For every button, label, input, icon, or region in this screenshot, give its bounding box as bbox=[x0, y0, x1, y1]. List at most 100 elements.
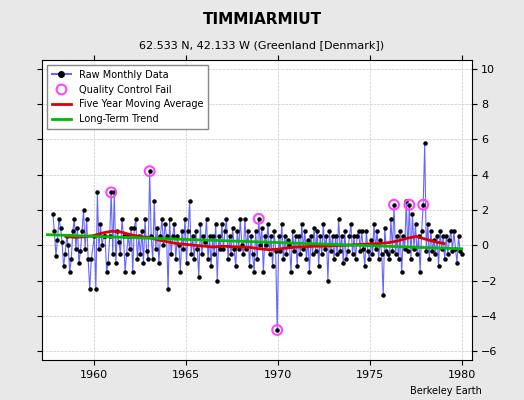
Point bbox=[385, 256, 394, 263]
Point bbox=[428, 247, 436, 254]
Point bbox=[221, 228, 229, 234]
Point bbox=[50, 228, 59, 234]
Point bbox=[301, 228, 309, 234]
Point bbox=[239, 251, 247, 257]
Point bbox=[384, 251, 392, 257]
Point bbox=[98, 242, 106, 248]
Point bbox=[199, 233, 208, 240]
Point bbox=[194, 274, 203, 280]
Point bbox=[370, 221, 378, 227]
Point bbox=[321, 246, 329, 252]
Point bbox=[373, 228, 381, 234]
Point bbox=[212, 221, 220, 227]
Point bbox=[427, 228, 435, 234]
Point bbox=[248, 251, 257, 257]
Point bbox=[316, 233, 324, 240]
Point bbox=[169, 233, 177, 240]
Point bbox=[304, 237, 312, 243]
Point bbox=[333, 251, 341, 257]
Point bbox=[55, 216, 63, 222]
Point bbox=[327, 247, 335, 254]
Point bbox=[159, 242, 168, 248]
Point bbox=[344, 247, 352, 254]
Point bbox=[284, 237, 292, 243]
Point bbox=[259, 268, 268, 275]
Point bbox=[95, 246, 103, 252]
Point bbox=[377, 251, 386, 257]
Point bbox=[361, 263, 369, 270]
Point bbox=[82, 216, 91, 222]
Point bbox=[322, 233, 331, 240]
Point bbox=[138, 228, 146, 234]
Point bbox=[72, 246, 80, 252]
Point bbox=[405, 202, 413, 208]
Point bbox=[310, 224, 318, 231]
Point bbox=[107, 189, 115, 196]
Point bbox=[273, 327, 281, 333]
Point bbox=[352, 256, 360, 263]
Point bbox=[205, 233, 214, 240]
Point bbox=[276, 247, 285, 254]
Point bbox=[445, 237, 453, 243]
Point bbox=[185, 198, 194, 204]
Point bbox=[135, 233, 143, 240]
Point bbox=[311, 247, 320, 254]
Point bbox=[167, 251, 176, 257]
Point bbox=[184, 228, 192, 234]
Point bbox=[52, 253, 60, 259]
Point bbox=[56, 224, 64, 231]
Text: 62.533 N, 42.133 W (Greenland [Denmark]): 62.533 N, 42.133 W (Greenland [Denmark]) bbox=[139, 40, 385, 50]
Point bbox=[146, 168, 154, 174]
Point bbox=[224, 256, 232, 263]
Point bbox=[252, 228, 260, 234]
Point bbox=[236, 216, 245, 222]
Point bbox=[390, 202, 398, 208]
Point bbox=[456, 247, 464, 254]
Point bbox=[331, 233, 340, 240]
Point bbox=[66, 268, 74, 275]
Point bbox=[423, 221, 432, 227]
Point bbox=[324, 277, 332, 284]
Point bbox=[67, 256, 75, 263]
Point bbox=[451, 246, 460, 252]
Point bbox=[278, 221, 286, 227]
Point bbox=[164, 286, 172, 293]
Point bbox=[107, 189, 115, 196]
Point bbox=[393, 233, 401, 240]
Point bbox=[92, 286, 100, 293]
Point bbox=[419, 202, 428, 208]
Point bbox=[307, 233, 315, 240]
Point bbox=[155, 260, 163, 266]
Point bbox=[130, 224, 138, 231]
Point bbox=[75, 260, 83, 266]
Point bbox=[448, 247, 456, 254]
Point bbox=[308, 251, 316, 257]
Point bbox=[127, 224, 135, 231]
Point bbox=[102, 268, 111, 275]
Point bbox=[403, 247, 412, 254]
Point bbox=[225, 233, 234, 240]
Point bbox=[147, 233, 156, 240]
Point bbox=[233, 228, 242, 234]
Point bbox=[244, 228, 252, 234]
Point bbox=[230, 246, 238, 252]
Point bbox=[457, 251, 466, 257]
Point bbox=[123, 251, 131, 257]
Point bbox=[133, 256, 141, 263]
Point bbox=[376, 237, 385, 243]
Point bbox=[116, 251, 125, 257]
Point bbox=[213, 277, 222, 284]
Point bbox=[100, 233, 108, 240]
Point bbox=[158, 216, 166, 222]
Point bbox=[216, 246, 224, 252]
Point bbox=[115, 238, 123, 245]
Point bbox=[247, 233, 255, 240]
Point bbox=[372, 246, 380, 252]
Point bbox=[407, 256, 415, 263]
Point bbox=[151, 246, 160, 252]
Point bbox=[291, 233, 300, 240]
Point bbox=[356, 247, 364, 254]
Point bbox=[279, 256, 288, 263]
Point bbox=[382, 247, 390, 254]
Point bbox=[450, 228, 458, 234]
